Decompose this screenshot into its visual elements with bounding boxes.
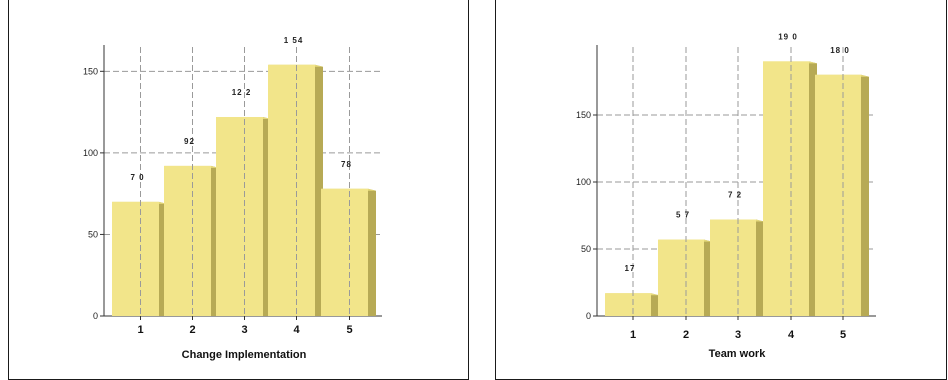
- bar-1: [605, 293, 651, 316]
- bar-3: [710, 219, 756, 316]
- y-tick-label-0: 0: [93, 311, 98, 321]
- bar-3: [216, 116, 263, 316]
- bar-5: [321, 188, 368, 316]
- data-label-4: 1 54: [284, 36, 304, 45]
- bar-2: [164, 165, 211, 316]
- x-axis-title: Team work: [709, 348, 767, 360]
- data-label-2: 5 7: [676, 211, 690, 220]
- y-tick-label-100: 100: [576, 177, 591, 187]
- x-tick-label-5: 5: [840, 329, 846, 341]
- bar-chart-team-work: 0 50 100 150 1 17 2 5 7 3 7 2 4 19 0 5 18 0 Team work: [576, 32, 876, 360]
- chart-panel-team-work: 0 50 100 150 1 17 2 5 7 3 7 2 4 19 0 5 18 0 Team work: [495, 0, 947, 380]
- x-tick-label-3: 3: [735, 329, 741, 341]
- data-label-2: 92: [184, 137, 195, 146]
- y-tick-label-150: 150: [576, 110, 591, 120]
- bar-2: [658, 239, 704, 316]
- x-tick-label-4: 4: [788, 329, 795, 341]
- data-label-4: 19 0: [778, 32, 798, 41]
- y-tick-label-0: 0: [586, 311, 591, 321]
- data-label-5: 78: [341, 160, 352, 169]
- data-label-1: 17: [625, 264, 636, 273]
- x-tick-label-2: 2: [189, 324, 195, 336]
- y-tick-label-50: 50: [88, 229, 98, 239]
- bar-side-1: [651, 293, 659, 316]
- x-tick-label-1: 1: [630, 329, 636, 341]
- data-label-3: 12 2: [232, 88, 252, 97]
- x-tick-label-5: 5: [346, 324, 352, 336]
- bar-chart-change-implementation: 0 50 100 150 1 7 0 2 92 3 12 2 4 1 54 5 78 Change Impl…: [83, 36, 382, 361]
- y-tick-label-50: 50: [581, 244, 591, 254]
- data-label-5: 18 0: [830, 46, 850, 55]
- y-tick-label-150: 150: [83, 66, 98, 76]
- x-tick-label-4: 4: [293, 324, 300, 336]
- x-axis-title: Change Implementation: [182, 349, 307, 361]
- bar-side-5: [861, 74, 869, 316]
- y-tick-label-100: 100: [83, 148, 98, 158]
- data-label-3: 7 2: [728, 191, 742, 200]
- bar-1: [112, 201, 159, 316]
- x-tick-label-2: 2: [683, 329, 689, 341]
- bar-side-5: [368, 188, 376, 316]
- bar-5: [815, 74, 861, 316]
- chart-panel-change-implementation: 0 50 100 150 1 7 0 2 92 3 12 2 4 1 54 5 78 Change Impl…: [8, 0, 469, 380]
- bar-side-3: [756, 219, 764, 316]
- x-tick-label-1: 1: [137, 324, 143, 336]
- x-tick-label-3: 3: [241, 324, 247, 336]
- bar-4: [268, 64, 315, 316]
- data-label-1: 7 0: [130, 173, 144, 182]
- bar-4: [763, 61, 809, 317]
